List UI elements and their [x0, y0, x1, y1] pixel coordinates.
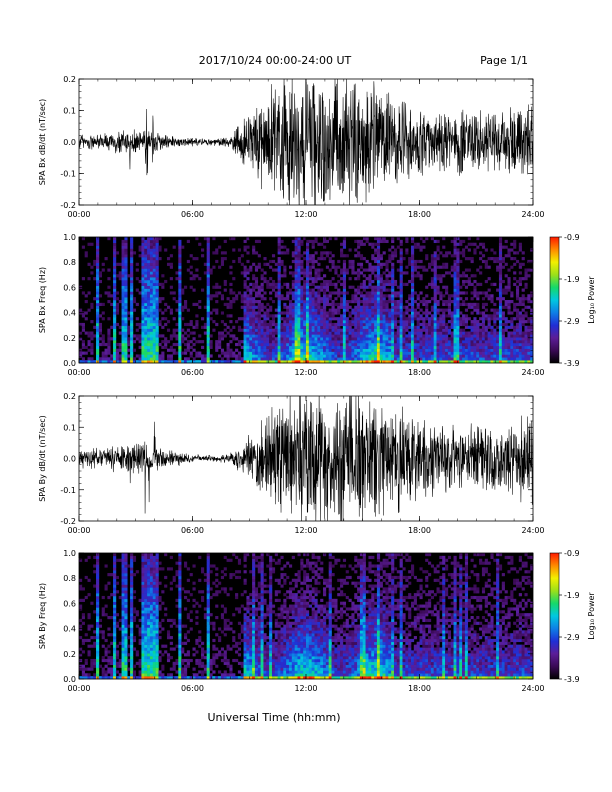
bx-waveform-panel: 00:00 06:00 12:00 18:00 24:00 -0.2 -0.1 0.0 0.1 0…	[38, 75, 545, 219]
y-tick-label: 0.2	[63, 392, 76, 401]
x-axis-title: Universal Time (hh:mm)	[208, 711, 341, 724]
colorbar-tick-label: -3.9	[564, 359, 580, 368]
y-tick-label: -0.2	[60, 201, 76, 210]
y-axis-label: SPA Bx Freq (Hz)	[38, 267, 47, 333]
y-tick-label: 0.8	[63, 574, 76, 583]
bx-spectrogram-panel: -0.9 -1.9 -2.9 -3.9 Log₁₀ Power 00:00 06:00 12:…	[38, 233, 596, 377]
y-tick-label: 0.2	[63, 650, 76, 659]
figure-title: 2017/10/24 00:00-24:00 UT	[199, 54, 352, 67]
y-axis-label: SPA Bx dB/dt (nT/sec)	[38, 99, 47, 186]
x-tick-label: 12:00	[294, 210, 317, 219]
bx-spectrogram-colorbar	[549, 236, 560, 364]
colorbar-tick-label: -2.9	[564, 633, 580, 642]
y-tick-label: 1.0	[63, 233, 76, 242]
colorbar-label: Log₁₀ Power	[587, 276, 596, 324]
x-tick-label: 18:00	[408, 684, 431, 693]
y-tick-label: 0.0	[63, 359, 76, 368]
x-tick-label: 00:00	[67, 368, 90, 377]
x-tick-label: 12:00	[294, 526, 317, 535]
y-tick-label: 1.0	[63, 549, 76, 558]
y-axis-label: SPA By Freq (Hz)	[38, 583, 47, 649]
y-tick-label: 0.2	[63, 75, 76, 84]
x-tick-label: 00:00	[67, 684, 90, 693]
x-tick-label: 12:00	[294, 684, 317, 693]
x-tick-label: 06:00	[181, 526, 204, 535]
y-tick-label: -0.1	[60, 486, 76, 495]
x-tick-label: 18:00	[408, 368, 431, 377]
y-tick-label: 0.1	[63, 107, 76, 116]
colorbar-tick-label: -1.9	[564, 275, 580, 284]
bx-spectrogram-cells	[79, 237, 534, 364]
y-tick-label: -0.2	[60, 517, 76, 526]
y-tick-label: 0.8	[63, 258, 76, 267]
y-tick-label: 0.4	[63, 309, 76, 318]
x-tick-label: 18:00	[408, 210, 431, 219]
by-spectrogram-colorbar	[549, 552, 560, 680]
page-indicator: Page 1/1	[480, 54, 528, 67]
colorbar-tick-label: -1.9	[564, 591, 580, 600]
x-tick-label: 24:00	[521, 210, 544, 219]
x-tick-label: 06:00	[181, 684, 204, 693]
y-tick-label: 0.1	[63, 423, 76, 432]
y-axis-label: SPA By dB/dt (nT/sec)	[38, 415, 47, 502]
y-tick-label: 0.0	[63, 138, 76, 147]
x-tick-label: 00:00	[67, 526, 90, 535]
x-tick-label: 24:00	[521, 526, 544, 535]
x-tick-label: 12:00	[294, 368, 317, 377]
x-tick-label: 24:00	[521, 684, 544, 693]
by-waveform-panel: 00:00 06:00 12:00 18:00 24:00 -0.2 -0.1 0.0 0.1 0…	[38, 392, 545, 535]
y-tick-label: 0.2	[63, 334, 76, 343]
x-tick-label: 24:00	[521, 368, 544, 377]
colorbar-label: Log₁₀ Power	[587, 592, 596, 640]
y-tick-label: 0.4	[63, 625, 76, 634]
y-tick-label: 0.6	[63, 283, 76, 292]
x-tick-label: 06:00	[181, 210, 204, 219]
y-tick-label: 0.0	[63, 455, 76, 464]
colorbar-tick-label: -2.9	[564, 317, 580, 326]
by-spectrogram-panel: -0.9 -1.9 -2.9 -3.9 Log₁₀ Power 00:00 06:00 12:…	[38, 549, 596, 693]
bx-waveform-trace	[79, 79, 533, 205]
y-tick-label: 0.6	[63, 599, 76, 608]
colorbar-tick-label: -3.9	[564, 675, 580, 684]
by-spectrogram-cells	[79, 553, 534, 680]
x-tick-label: 06:00	[181, 368, 204, 377]
x-tick-label: 00:00	[67, 210, 90, 219]
y-tick-label: -0.1	[60, 170, 76, 179]
colorbar-tick-label: -0.9	[564, 549, 580, 558]
y-tick-label: 0.0	[63, 675, 76, 684]
colorbar-tick-label: -0.9	[564, 233, 580, 242]
x-tick-label: 18:00	[408, 526, 431, 535]
by-waveform-trace	[79, 396, 533, 521]
